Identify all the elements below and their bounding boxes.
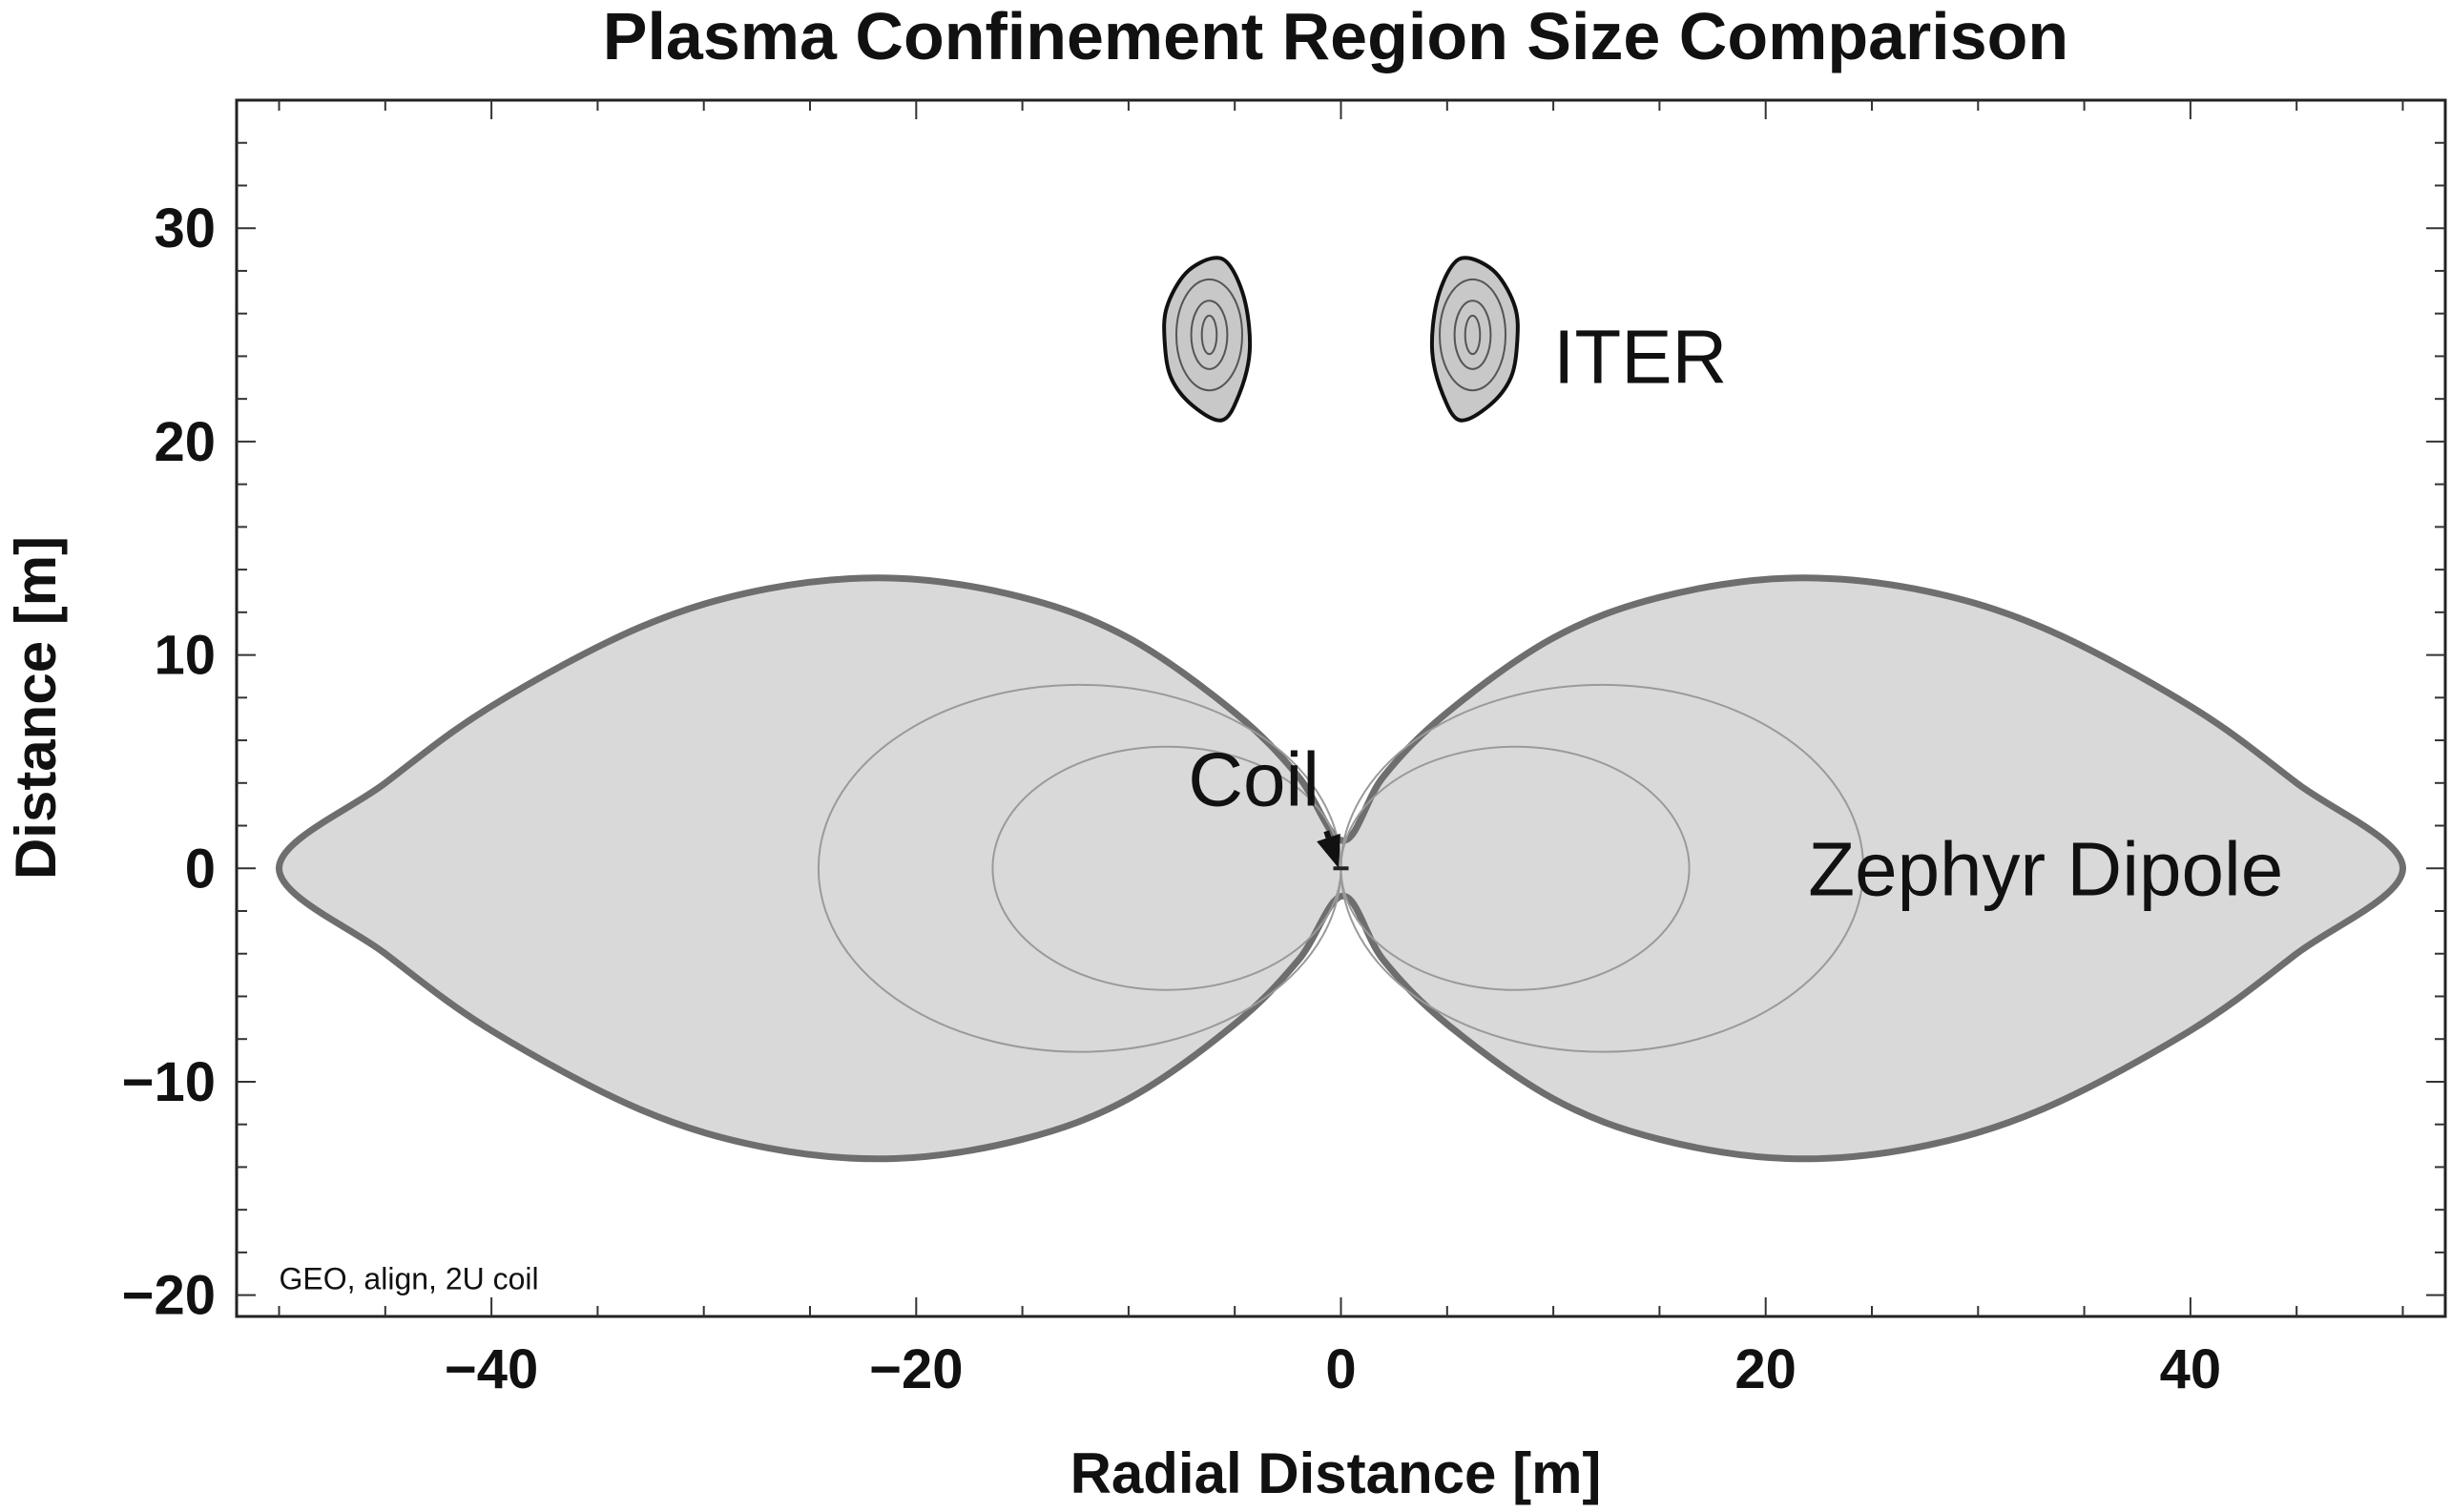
- annotations: ITER Coil Zephyr Dipole GEO, align, 2U coil: [280, 314, 2284, 1295]
- confinement-contours: [276, 256, 2406, 1163]
- y-tick-label: 30: [154, 197, 216, 259]
- y-axis-label: Distance [m]: [4, 536, 68, 880]
- annotation-label: Coil: [1188, 736, 1319, 821]
- coil-marker: [1333, 866, 1349, 871]
- annotation-label: Zephyr Dipole: [1808, 826, 2283, 911]
- x-axis-label: Radial Distance [m]: [1070, 1441, 1602, 1505]
- iter-contour: [1200, 314, 1218, 356]
- y-tick-label: 10: [154, 625, 216, 687]
- iter-contour: [1439, 278, 1507, 392]
- iter-contour: [1453, 300, 1492, 370]
- annotation-label: ITER: [1553, 314, 1727, 399]
- note-label: GEO, align, 2U coil: [280, 1262, 539, 1296]
- x-tick-label: 0: [1325, 1338, 1356, 1400]
- coil-arrow-head: [1317, 833, 1340, 869]
- iter-contour: [1174, 278, 1243, 392]
- x-tick-label: 20: [1734, 1338, 1797, 1400]
- y-tick-label: 20: [154, 411, 216, 473]
- x-tick-label: 40: [2160, 1338, 2222, 1400]
- y-tick-label: −10: [122, 1051, 216, 1113]
- iter-contour: [1190, 300, 1229, 370]
- axis-ticks: −40 −20 0 20 40 −20 −10 0 10 20 30: [122, 100, 2445, 1400]
- x-tick-label: −20: [869, 1338, 963, 1400]
- y-tick-label: −20: [122, 1265, 216, 1327]
- y-tick-label: 0: [185, 838, 216, 900]
- x-tick-label: −40: [445, 1338, 538, 1400]
- coil-arrow: [1323, 830, 1332, 839]
- chart-title: Plasma Confinement Region Size Compariso…: [603, 0, 2068, 73]
- iter-contour: [1464, 314, 1482, 356]
